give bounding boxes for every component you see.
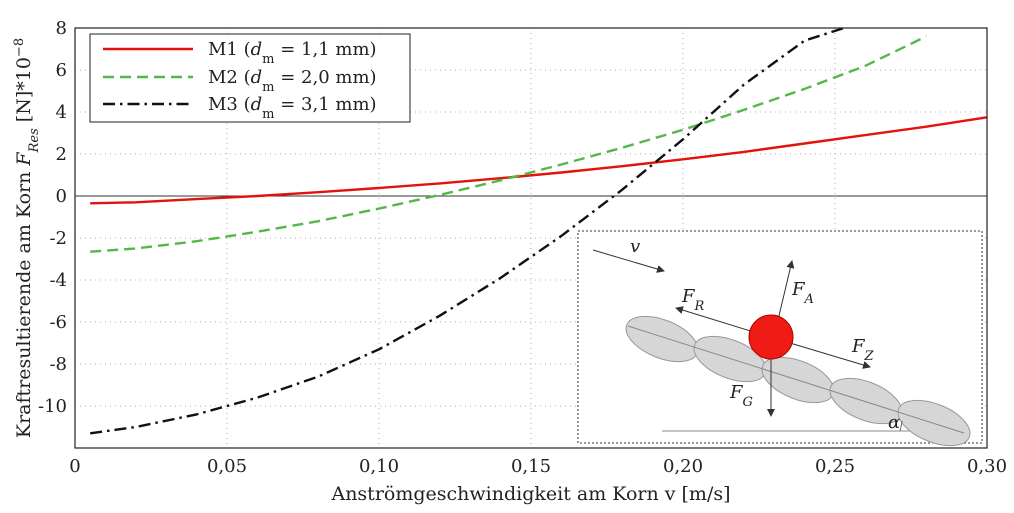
x-axis-title: Anströmgeschwindigkeit am Korn v [m/s] [330,483,730,505]
y-tick-label: -4 [49,270,67,291]
series-line-m2 [90,35,927,253]
y-tick-label: 0 [56,186,67,207]
y-tick-label: 4 [56,102,67,123]
series-line-m1 [90,116,988,205]
series-layer [90,26,988,435]
legend-label-m2: M2 (dm = 2,0 mm) [208,67,377,95]
y-tick-label: 8 [56,18,67,39]
x-tick-label: 0,10 [359,456,399,477]
x-tick-label: 0 [69,456,80,477]
y-tick-label: 2 [56,144,67,165]
inset-alpha-arc [899,420,903,432]
chart-legend: M1 (dm = 1,1 mm) M2 (dm = 2,0 mm) M3 (dm… [89,33,411,123]
y-axis-title: Kraftresultierende am Korn FRes [N]*10−8 [12,38,42,438]
inset-label-alpha: α [888,412,900,433]
legend-label-m3: M3 (dm = 3,1 mm) [208,94,377,122]
force-arrow-fa [777,260,795,321]
y-tick-label: -6 [49,312,67,333]
x-tick-label: 0,05 [207,456,247,477]
series-line-m3 [90,26,845,435]
inset-label-v: v [630,236,640,257]
y-tick-label: -2 [49,228,67,249]
x-tick-label: 0,30 [967,456,1007,477]
x-tick-label: 0,20 [663,456,703,477]
x-tick-label: 0,15 [511,456,551,477]
inset-label-fa: FA [791,279,814,307]
legend-label-m1: M1 (dm = 1,1 mm) [208,39,377,67]
inset-label-fg: FG [729,382,753,410]
flow-arrow [592,249,665,273]
inset-label-fr: FR [681,286,705,314]
inset-label-fz: FZ [851,336,875,364]
x-tick-label: 0,25 [815,456,855,477]
inset-diagram: v FR FA FZ FG α [577,230,983,447]
y-tick-label: -8 [49,354,67,375]
tick-layer: 0 0,05 0,10 0,15 0,20 0,25 0,30 8 6 4 2 0 -2 -4 -6 -8 -1… [38,18,1007,477]
plot-frame [74,27,988,449]
inset-grain-axis [627,325,965,434]
y-tick-label: -10 [38,396,67,417]
y-tick-label: 6 [56,60,67,81]
grain-sphere [748,314,794,360]
